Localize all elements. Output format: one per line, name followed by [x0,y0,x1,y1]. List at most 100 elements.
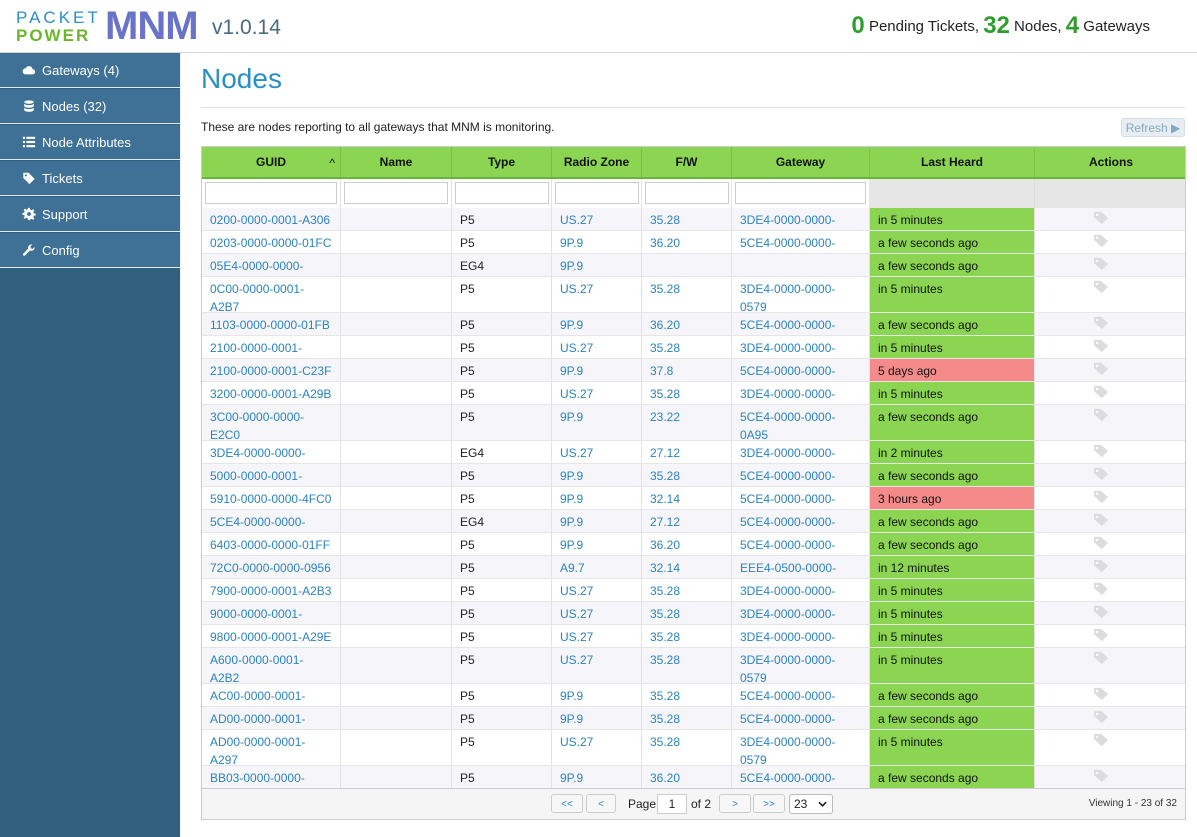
radio-zone-cell-text[interactable]: 9P.9 [560,318,584,332]
guid-filter-input[interactable] [205,182,337,204]
tag-icon[interactable] [1092,257,1110,271]
radio-zone-cell-text[interactable]: US.27 [560,446,594,460]
guid-cell[interactable]: 9000-0000-0001-A27D [202,602,341,639]
tag-icon[interactable] [1092,559,1110,573]
guid-cell[interactable]: 05E4-0000-0000-05DE [202,254,341,291]
fw-cell-text[interactable]: 35.28 [650,584,681,598]
radio-zone-cell-text[interactable]: US.27 [560,607,594,621]
fw-cell-text[interactable]: 32.14 [650,561,681,575]
column-header-guid[interactable]: GUID ^ [202,147,341,177]
radio-zone-cell-text[interactable]: 9P.9 [560,469,584,483]
guid-cell[interactable]: 1103-0000-0000-01FB [202,313,341,335]
guid-cell-text[interactable]: A600-0000-0001-A2B2 [210,653,304,685]
column-header-radio-zone[interactable]: Radio Zone [552,147,642,177]
guid-cell-text[interactable]: 2100-0000-0001-C23F [210,364,332,378]
gateway-cell[interactable]: 5CE4-0000-0000-0A95 [732,684,870,721]
name-filter-input[interactable] [344,182,448,204]
sidebar-item-node-attributes[interactable]: Node Attributes [0,125,180,160]
fw-cell-text[interactable]: 35.28 [650,469,681,483]
fw-cell[interactable]: 27.12 [642,441,732,463]
radio-zone-cell-text[interactable]: US.27 [560,653,594,667]
fw-cell-text[interactable]: 35.28 [650,282,681,296]
gateway-cell-text[interactable]: 3DE4-0000-0000-0579 [740,653,836,685]
fw-cell-text[interactable]: 37.8 [650,364,674,378]
radio-zone-cell-text[interactable]: 9P.9 [560,236,584,250]
guid-cell[interactable]: A600-0000-0001-A2B2 [202,648,341,685]
fw-cell-text[interactable]: 35.28 [650,607,681,621]
gateway-cell[interactable]: 3DE4-0000-0000-0579 [732,277,870,314]
radio-zone-cell-text[interactable]: 9P.9 [560,712,584,726]
fw-cell-text[interactable]: 23.22 [650,410,681,424]
tag-icon[interactable] [1092,339,1110,353]
radio-zone-cell-text[interactable]: A9.7 [560,561,585,575]
guid-cell-text[interactable]: 7900-0000-0001-A2B3 [210,584,332,598]
radio-zone-cell[interactable]: 9P.9 [552,359,642,381]
guid-cell-text[interactable]: 0203-0000-0000-01FC [210,236,332,250]
column-header-last-heard[interactable]: Last Heard [870,147,1035,177]
fw-cell[interactable]: 35.28 [642,208,732,230]
guid-cell-text[interactable]: 1103-0000-0000-01FB [210,318,330,332]
pending-tickets-count[interactable]: 0 [851,12,865,39]
radio-zone-cell[interactable]: US.27 [552,336,642,358]
gateway-filter-input[interactable] [735,182,866,204]
tag-icon[interactable] [1092,605,1110,619]
fw-cell[interactable]: 35.28 [642,648,732,683]
guid-cell[interactable]: 5910-0000-0000-4FC0 [202,487,341,509]
radio-zone-cell[interactable]: US.27 [552,382,642,404]
tag-icon[interactable] [1092,582,1110,596]
guid-cell-text[interactable]: 72C0-0000-0000-0956 [210,561,331,575]
radio-zone-cell-text[interactable]: US.27 [560,735,594,749]
fw-cell[interactable]: 35.28 [642,464,732,486]
gateway-cell[interactable]: 5CE4-0000-0000-0A95 [732,510,870,547]
fw-cell-text[interactable]: 27.12 [650,446,681,460]
tag-icon[interactable] [1092,513,1110,527]
gateway-cell[interactable]: 3DE4-0000-0000-0579 [732,441,870,478]
fw-cell[interactable]: 36.20 [642,766,732,788]
guid-cell[interactable]: 0200-0000-0001-A306 [202,208,341,230]
guid-cell[interactable]: AD00-0000-0001-A297 [202,730,341,767]
fw-cell-text[interactable]: 35.28 [650,341,681,355]
radio-zone-cell[interactable]: US.27 [552,730,642,765]
fw-cell[interactable]: 23.22 [642,405,732,440]
gateway-cell[interactable]: 5CE4-0000-0000-0A95 [732,487,870,524]
column-header-name[interactable]: Name [341,147,452,177]
gateway-cell[interactable]: EEE4-0500-0000-006F [732,556,870,593]
fw-cell-text[interactable]: 36.20 [650,236,681,250]
radio-zone-cell[interactable]: US.27 [552,648,642,683]
fw-cell-text[interactable]: 35.28 [650,689,681,703]
radio-zone-cell[interactable]: 9P.9 [552,231,642,253]
radio-zone-cell-text[interactable]: US.27 [560,387,594,401]
column-header-type[interactable]: Type [452,147,552,177]
guid-cell[interactable]: BB03-0000-0000-01FE [202,766,341,803]
fw-cell[interactable]: 35.28 [642,684,732,706]
guid-cell[interactable]: 0203-0000-0000-01FC [202,231,341,253]
radio-zone-cell[interactable]: US.27 [552,441,642,463]
radio-zone-cell[interactable]: 9P.9 [552,487,642,509]
fw-cell[interactable]: 35.28 [642,730,732,765]
sidebar-item-support[interactable]: Support [0,197,180,232]
page-number-input[interactable]: 1 [657,794,687,814]
gateway-cell-text[interactable]: 3DE4-0000-0000-0579 [740,735,836,767]
radio-zone-cell[interactable]: 9P.9 [552,766,642,788]
gateway-cell[interactable]: 3DE4-0000-0000-0579 [732,382,870,419]
radio-zone-cell[interactable]: 9P.9 [552,254,642,276]
gateway-cell[interactable]: 3DE4-0000-0000-0579 [732,336,870,373]
fw-cell-text[interactable]: 35.28 [650,735,681,749]
guid-cell[interactable]: 3200-0000-0001-A29B [202,382,341,404]
guid-cell[interactable]: AC00-0000-0001-8548 [202,684,341,721]
sidebar-item-nodes[interactable]: Nodes (32) [0,89,180,124]
tag-icon[interactable] [1092,536,1110,550]
guid-cell[interactable]: 7900-0000-0001-A2B3 [202,579,341,601]
fw-filter-input[interactable] [645,182,729,204]
radio-zone-cell-text[interactable]: US.27 [560,584,594,598]
fw-cell[interactable]: 35.28 [642,625,732,647]
fw-cell-text[interactable]: 36.20 [650,771,681,785]
fw-cell-text[interactable]: 35.28 [650,712,681,726]
tag-icon[interactable] [1092,362,1110,376]
fw-cell-text[interactable]: 35.28 [650,387,681,401]
radio-zone-cell[interactable]: US.27 [552,625,642,647]
gateway-cell[interactable]: 5CE4-0000-0000-0A95 [732,707,870,744]
tag-icon[interactable] [1092,490,1110,504]
next-page-button[interactable]: > [719,794,751,813]
fw-cell[interactable]: 36.20 [642,231,732,253]
